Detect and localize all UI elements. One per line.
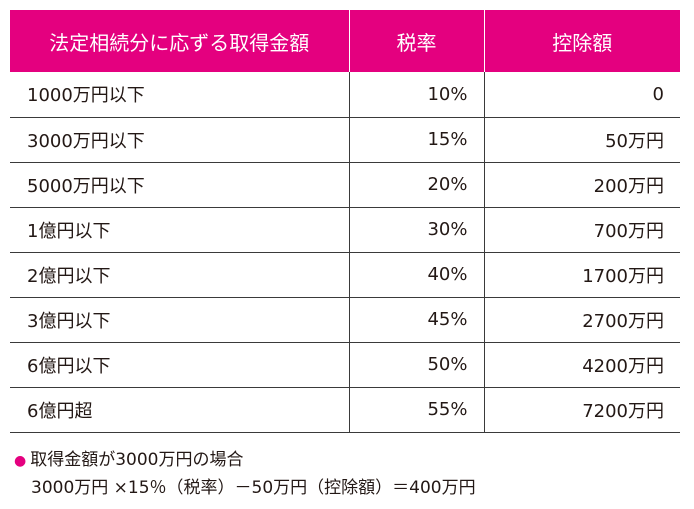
deduction-cell: 1700万円	[483, 252, 680, 298]
bullet-icon: ●	[14, 453, 27, 469]
rate-cell: 20%	[348, 162, 484, 208]
deduction-cell: 50万円	[483, 117, 680, 163]
amount-cell: 2億円以下	[10, 252, 349, 298]
header-tax-rate: 税率	[348, 10, 484, 72]
header-deduction: 控除額	[483, 10, 680, 72]
table-row: 3000万円以下 15% 50万円	[10, 117, 680, 163]
rate-cell: 40%	[348, 252, 484, 298]
table-header-row: 法定相続分に応ずる取得金額 税率 控除額	[10, 10, 680, 72]
deduction-cell: 700万円	[483, 207, 680, 253]
deduction-cell: 2700万円	[483, 297, 680, 343]
deduction-cell: 200万円	[483, 162, 680, 208]
table-row: 6億円超 55% 7200万円	[10, 387, 680, 433]
amount-cell: 6億円以下	[10, 342, 349, 388]
deduction-cell: 0	[483, 72, 680, 118]
example-formula: 3000万円 ×15％（税率）－50万円（控除額）＝400万円	[31, 478, 476, 498]
table-row: 6億円以下 50% 4200万円	[10, 342, 680, 388]
rate-cell: 10%	[348, 72, 484, 118]
header-acquisition-amount: 法定相続分に応ずる取得金額	[10, 10, 349, 72]
deduction-cell: 4200万円	[483, 342, 680, 388]
rate-cell: 45%	[348, 297, 484, 343]
tax-rate-table: 法定相続分に応ずる取得金額 税率 控除額 1000万円以下 10% 0 3000…	[10, 10, 680, 433]
amount-cell: 1億円以下	[10, 207, 349, 253]
calculation-example: ● 取得金額が3000万円の場合 3000万円 ×15％（税率）－50万円（控除額…	[14, 447, 476, 502]
example-heading: ● 取得金額が3000万円の場合	[14, 447, 476, 475]
amount-cell: 3億円以下	[10, 297, 349, 343]
table-row: 1000万円以下 10% 0	[10, 72, 680, 118]
table-row: 2億円以下 40% 1700万円	[10, 252, 680, 298]
table-row: 3億円以下 45% 2700万円	[10, 297, 680, 343]
rate-cell: 30%	[348, 207, 484, 253]
deduction-cell: 7200万円	[483, 387, 680, 433]
example-title: 取得金額が3000万円の場合	[30, 450, 244, 470]
table-row: 5000万円以下 20% 200万円	[10, 162, 680, 208]
amount-cell: 5000万円以下	[10, 162, 349, 208]
rate-cell: 55%	[348, 387, 484, 433]
rate-cell: 15%	[348, 117, 484, 163]
amount-cell: 3000万円以下	[10, 117, 349, 163]
amount-cell: 1000万円以下	[10, 72, 349, 118]
rate-cell: 50%	[348, 342, 484, 388]
amount-cell: 6億円超	[10, 387, 349, 433]
table-row: 1億円以下 30% 700万円	[10, 207, 680, 253]
